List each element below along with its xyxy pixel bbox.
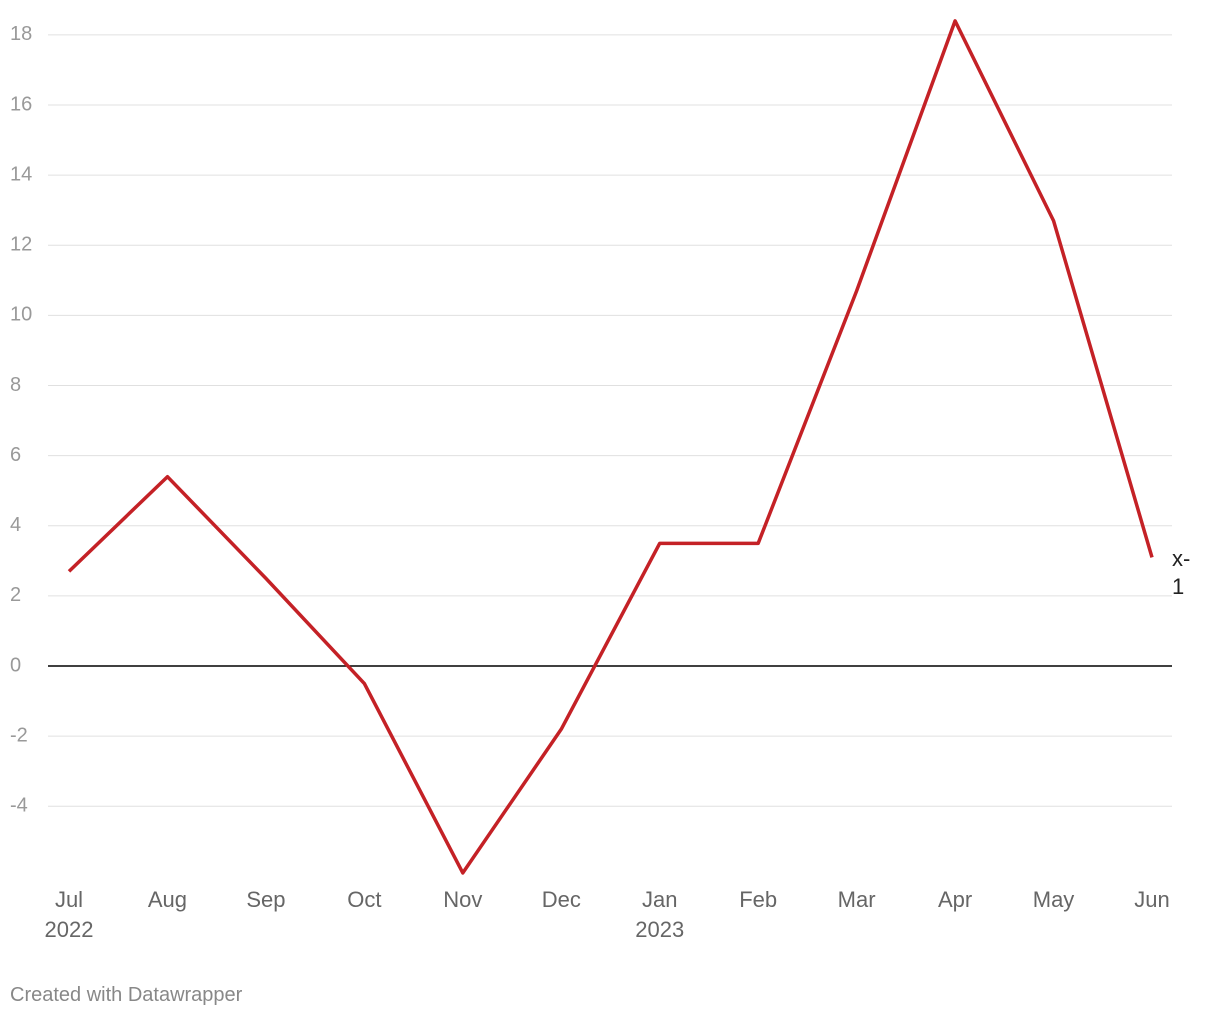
x-tick-label: May [1032, 887, 1075, 912]
credit: Created with Datawrapper [10, 984, 243, 1006]
x-tick-label: Aug [147, 887, 188, 912]
y-tick-label: 16 [10, 93, 32, 115]
y-tick-label: 2 [10, 584, 21, 606]
y-tick-label: 6 [10, 444, 21, 466]
x-tick-label: Dec [541, 887, 581, 912]
y-tick-label: 18 [10, 23, 32, 45]
y-tick-label: -4 [10, 795, 28, 817]
x-tick-label: Apr [937, 887, 973, 912]
y-tick-label: 8 [10, 374, 21, 396]
y-tick-label: 12 [10, 234, 32, 256]
y-tick-label: -2 [10, 724, 28, 746]
y-tick-label: 0 [10, 654, 21, 676]
x-tick-label: Nov [443, 887, 483, 912]
series-label: x-1 [1172, 546, 1191, 600]
x-tick-label: Jun [1134, 887, 1170, 912]
x-tick-label: Feb [739, 887, 778, 912]
x-tick-label: Oct [347, 887, 382, 912]
x-tick-label: Jan 2023 [635, 887, 685, 942]
line [67, 19, 1154, 875]
x-tick-label: Sep [246, 887, 286, 912]
y-tick-label: 14 [10, 163, 32, 185]
y-tick-label: 4 [10, 514, 21, 536]
y-tick-label: 10 [10, 304, 32, 326]
x-tick-label: Jul 2022 [44, 887, 94, 942]
x-tick-label: Mar [837, 887, 876, 912]
